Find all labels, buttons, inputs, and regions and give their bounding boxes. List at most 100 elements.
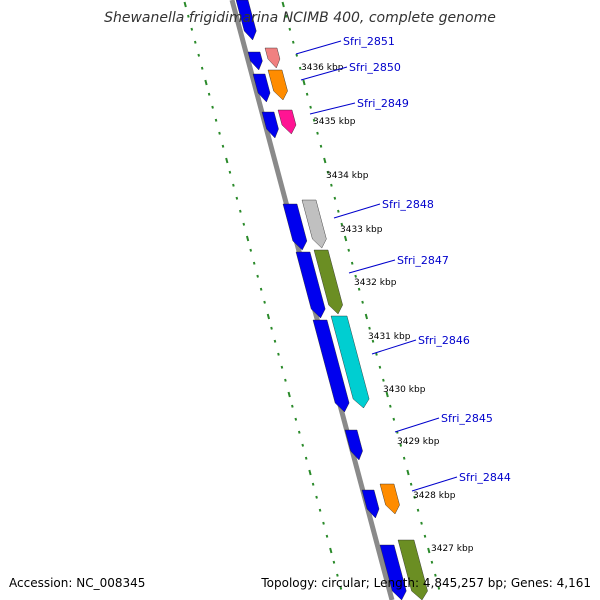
tick-dot (214, 118, 218, 122)
tick-dot (392, 417, 396, 421)
gene-label[interactable]: Sfri_2847 (397, 254, 449, 267)
tick-dot (197, 53, 201, 57)
kbp-tick-label: 3434 kbp (326, 171, 369, 181)
strand-arrow (261, 111, 279, 139)
kbp-tick-label: 3435 kbp (313, 117, 356, 127)
tick-dot (291, 404, 294, 408)
tick-dot (305, 92, 309, 96)
gene-label-leader (333, 203, 381, 219)
tick-dot (239, 209, 242, 213)
tick-dot (409, 482, 413, 486)
gene-label-leader (371, 339, 417, 355)
tick-dot (382, 378, 385, 382)
tick-dot (204, 79, 208, 86)
tick-dot (336, 573, 339, 577)
tick-dot (232, 183, 235, 187)
tick-dot (280, 365, 284, 369)
strand-arrow (312, 319, 350, 413)
tick-dot (430, 560, 434, 564)
kbp-tick-label: 3430 kbp (383, 385, 426, 395)
tick-dot (256, 274, 259, 278)
gene-labels-layer: Sfri_2851 Sfri_2850 Sfri_2849 Sfri_2848 Sfri… (295, 35, 511, 492)
kbp-tick-label: 3432 kbp (354, 278, 397, 288)
tick-dot (187, 14, 190, 18)
tick-dot (270, 326, 273, 330)
tick-dot (333, 196, 337, 200)
gene-arrow (277, 109, 297, 135)
tick-dot (375, 352, 378, 356)
tick-dot (347, 248, 351, 252)
tick-dot (221, 144, 225, 148)
tick-dot (193, 40, 197, 44)
gene-label[interactable]: Sfri_2850 (349, 61, 401, 74)
tick-dot (266, 313, 271, 320)
tick-dot (298, 66, 302, 70)
tick-dot (322, 521, 325, 525)
tick-dot (207, 92, 211, 96)
tick-dot (361, 300, 364, 304)
gene-label-leader (394, 417, 440, 433)
strand-arrow (282, 203, 308, 251)
tick-dot (330, 183, 333, 187)
strand-arrow (247, 51, 263, 71)
tick-dot (301, 443, 305, 447)
tick-dot (318, 508, 322, 512)
tick-dot (263, 300, 266, 304)
gene-label[interactable]: Sfri_2851 (343, 35, 395, 48)
tick-dot (427, 547, 431, 554)
gene-label[interactable]: Sfri_2845 (441, 412, 493, 425)
tick-dot (285, 14, 288, 18)
tick-dot (413, 495, 416, 499)
tick-dot (218, 131, 221, 135)
tick-dot (183, 1, 187, 8)
tick-dot (277, 352, 280, 356)
tick-dot (211, 105, 214, 109)
gene-label-leader (309, 102, 356, 115)
tick-dot (225, 157, 229, 164)
tick-dot (190, 27, 194, 31)
gene-label[interactable]: Sfri_2846 (418, 334, 470, 347)
tick-dot (302, 79, 306, 86)
accession-text: Accession: NC_008345 (9, 576, 146, 590)
tick-dot (326, 170, 330, 174)
tick-dot (325, 534, 329, 538)
tick-dot (437, 586, 441, 590)
tick-dot (434, 573, 437, 577)
strand-arrow (379, 544, 407, 600)
tick-dot (319, 144, 323, 148)
tick-dot (343, 235, 348, 242)
tick-dot (332, 560, 336, 564)
gene-label[interactable]: Sfri_2844 (459, 471, 511, 484)
strand-arrow (295, 251, 326, 319)
kbp-tick-label: 3428 kbp (413, 491, 456, 501)
tick-dot (378, 365, 382, 369)
tick-dot (316, 131, 319, 135)
tick-dot (259, 287, 263, 291)
tick-dot (309, 105, 312, 109)
tick-dot (389, 404, 392, 408)
genome-title: Shewanella frigidimarina NCIMB 400, comp… (104, 10, 496, 26)
tick-dot (385, 391, 389, 398)
tick-dot (423, 534, 427, 538)
gene-arrow (397, 539, 428, 600)
tick-dot (311, 482, 315, 486)
tick-dot (308, 469, 312, 476)
gene-arrows-layer (235, 0, 428, 600)
kbp-tick-label: 3436 kbp (301, 63, 344, 73)
gene-label[interactable]: Sfri_2848 (382, 198, 434, 211)
tick-dot (295, 53, 299, 57)
gene-arrow (267, 69, 288, 101)
tick-dot (287, 391, 291, 398)
kbp-tick-label: 3427 kbp (431, 544, 474, 554)
tick-dot (288, 27, 292, 31)
gene-label[interactable]: Sfri_2849 (357, 97, 409, 110)
gene-arrow (330, 315, 370, 409)
gene-label-leader (300, 66, 348, 81)
tick-dot (329, 547, 333, 554)
tick-dot (315, 495, 318, 499)
gene-label-leader (348, 259, 396, 274)
gene-label-leader (411, 476, 458, 492)
genome-summary-text: Topology: circular; Length: 4,845,257 bp… (261, 576, 591, 590)
tick-dot (420, 521, 423, 525)
